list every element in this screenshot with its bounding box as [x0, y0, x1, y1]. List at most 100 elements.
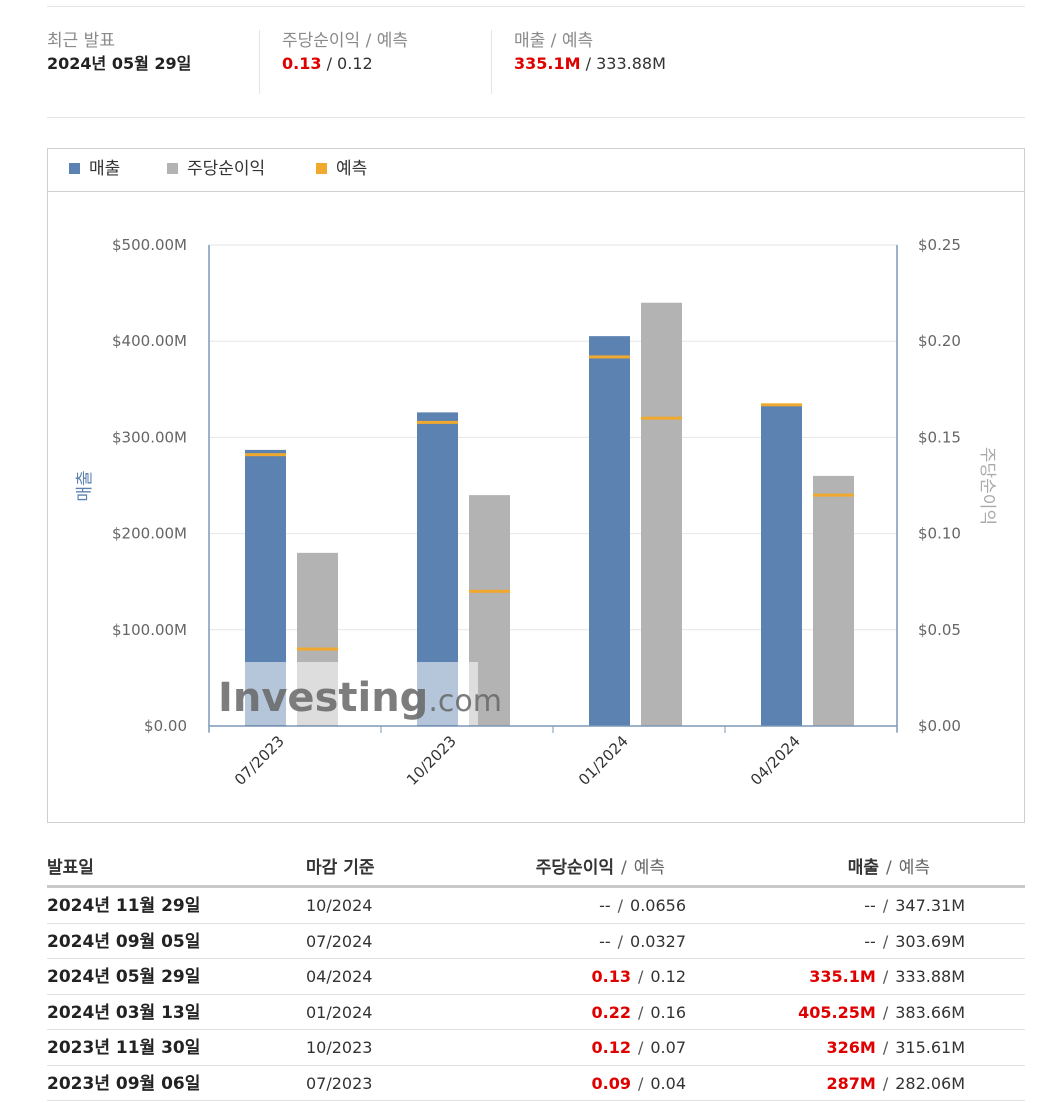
legend-swatch-forecast: [316, 163, 327, 174]
table-body: 2024년 11월 29일 10/2024 --/0.0656 --/347.31M 2…: [47, 888, 1025, 1101]
left-axis-tick-label: $0.00: [144, 717, 187, 735]
right-axis-tick-label: $0.25: [918, 236, 961, 254]
eps-summary-value: 0.13 / 0.12: [282, 54, 373, 73]
eps-forecast: 0.16: [650, 1002, 686, 1022]
eps-cell: 0.09 / 0.04: [592, 1072, 687, 1096]
legend-item-forecast[interactable]: 예측: [316, 158, 367, 180]
header-eps-label: 주당순이익: [535, 858, 614, 878]
right-axis-tick-label: $0.10: [918, 525, 961, 543]
x-axis-tick-label: 10/2023: [403, 732, 460, 789]
legend-swatch-revenue: [69, 163, 80, 174]
header-eps-forecast: 예측: [633, 858, 665, 878]
cell-slash: /: [882, 1002, 889, 1022]
revenue-actual: --: [864, 896, 876, 915]
right-axis-title: 주당순이익: [977, 447, 997, 525]
revenue-forecast: 333.88M: [895, 967, 965, 986]
revenue-forecast: 282.06M: [895, 1073, 965, 1093]
revenue-forecast: 383.66M: [895, 1002, 965, 1022]
revenue-actual: 335.1M: [809, 967, 876, 986]
header-revenue[interactable]: 매출 / 예측: [848, 856, 930, 880]
period-end-cell: 07/2024: [306, 931, 373, 951]
revenue-actual: 405.25M: [798, 1002, 876, 1022]
header-period-end[interactable]: 마감 기준: [306, 858, 375, 878]
section-divider: [47, 117, 1025, 118]
eps-forecast-value: 0.12: [337, 54, 373, 73]
table-row: 2024년 09월 05일 07/2024 -- / 0.0327 -- / 303.69M: [47, 924, 1025, 959]
eps-summary-block: 주당순이익 / 예측 0.13 / 0.12: [282, 30, 408, 96]
right-axis-tick-label: $0.00: [918, 717, 961, 735]
right-axis-tick-label: $0.15: [918, 428, 961, 446]
recent-release-date: 2024년 05월 29일: [47, 54, 192, 73]
legend-item-revenue[interactable]: 매출: [69, 158, 120, 180]
top-divider: [47, 6, 1025, 7]
x-axis-tick-label: 01/2024: [575, 732, 632, 789]
cell-slash: /: [882, 1038, 889, 1057]
period-end-cell: 10/2024: [306, 896, 373, 915]
eps-actual: 0.12: [591, 1038, 631, 1057]
revenue-actual: 287M: [826, 1073, 876, 1093]
summary-divider: [259, 30, 260, 94]
eps-cell: 0.22 / 0.16: [592, 1001, 687, 1025]
eps-forecast: 0.07: [650, 1038, 686, 1057]
cell-slash: /: [882, 967, 889, 986]
recent-release-label: 최근 발표: [47, 31, 115, 51]
cell-slash: /: [882, 931, 889, 951]
eps-forecast: 0.0327: [630, 931, 686, 951]
revenue-cell: 405.25M / 383.66M: [798, 1001, 965, 1025]
period-end-cell: 01/2024: [306, 1002, 373, 1022]
revenue-bar: [589, 336, 630, 726]
eps-forecast: 0.12: [650, 967, 686, 986]
revenue-forecast-mark: [245, 453, 286, 457]
period-end-cell: 07/2023: [306, 1073, 373, 1093]
release-date-cell: 2024년 03월 13일: [47, 1002, 201, 1023]
watermark-backdrop: [210, 662, 478, 725]
header-revenue-forecast: 예측: [898, 858, 930, 878]
cell-slash: /: [637, 1002, 644, 1022]
eps-cell: 0.13 / 0.12: [592, 965, 687, 989]
chart-axes: [208, 245, 898, 733]
eps-actual: --: [599, 896, 611, 915]
summary-divider: [491, 30, 492, 94]
revenue-summary-block: 매출 / 예측 335.1M / 333.88M: [514, 30, 666, 96]
chart-plot: Investing.com $0.00 $0.00 $100.00M $0.05 $20…: [75, 236, 997, 789]
revenue-actual-value: 335.1M: [514, 54, 581, 73]
eps-cell: 0.12 / 0.07: [592, 1036, 687, 1060]
table-row: 2024년 11월 29일 10/2024 -- / 0.0656 -- / 347.31M: [47, 888, 1025, 924]
table-row: 2023년 11월 30일 10/2023 0.12 / 0.07 326M / 315.61…: [47, 1030, 1025, 1066]
legend-label-revenue: 매출: [89, 159, 121, 179]
eps-forecast-mark: [297, 647, 338, 651]
eps-forecast-mark: [641, 416, 682, 420]
revenue-forecast-mark: [417, 420, 458, 424]
latest-earnings-summary: 최근 발표 2024년 05월 29일 주당순이익 / 예측 0.13 / 0.…: [47, 30, 1025, 96]
x-axis-tick-label: 07/2023: [231, 732, 288, 789]
legend-item-eps[interactable]: 주당순이익: [167, 158, 265, 180]
right-axis-tick-label: $0.20: [918, 332, 961, 350]
cell-slash: /: [617, 896, 624, 915]
revenue-cell: 287M / 282.06M: [826, 1072, 965, 1096]
earnings-chart: 매출 주당순이익 예측 Investing.com $0.00 $0.00 $100…: [47, 148, 1025, 823]
release-date-cell: 2024년 11월 29일: [47, 896, 201, 916]
table-header: 발표일 마감 기준 주당순이익 / 예측 매출 / 예측: [47, 850, 1025, 888]
cell-slash: /: [882, 1073, 889, 1093]
left-axis-tick-label: $500.00M: [112, 236, 187, 254]
eps-forecast: 0.0656: [630, 896, 686, 915]
revenue-bar: [761, 403, 802, 726]
eps-forecast: 0.04: [650, 1073, 686, 1093]
revenue-forecast-value: 333.88M: [596, 54, 666, 73]
recent-release-block: 최근 발표 2024년 05월 29일: [47, 30, 191, 96]
revenue-cell: -- / 303.69M: [864, 930, 965, 954]
cell-slash: /: [637, 1073, 644, 1093]
eps-cell: -- / 0.0656: [599, 894, 686, 918]
eps-actual: --: [599, 931, 611, 951]
eps-actual: 0.09: [591, 1073, 631, 1093]
cell-slash: /: [617, 931, 624, 951]
header-release-date[interactable]: 발표일: [47, 858, 94, 878]
header-eps[interactable]: 주당순이익 / 예측: [536, 856, 665, 880]
x-axis-tick-label: 04/2024: [747, 732, 804, 789]
eps-summary-label: 주당순이익 / 예측: [282, 31, 409, 51]
release-date-cell: 2023년 11월 30일: [47, 1038, 201, 1058]
cell-slash: /: [637, 1038, 644, 1057]
table-row: 2024년 05월 29일 04/2024 0.13 / 0.12 335.1M / 333.…: [47, 959, 1025, 995]
header-revenue-label: 매출: [847, 858, 879, 878]
left-axis-tick-label: $300.00M: [112, 428, 187, 446]
